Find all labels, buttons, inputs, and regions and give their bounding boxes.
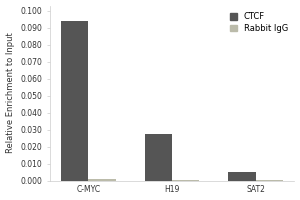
- Bar: [61, 21, 88, 181]
- Y-axis label: Relative Enrichment to Input: Relative Enrichment to Input: [6, 33, 15, 153]
- Bar: [228, 172, 256, 181]
- Bar: [172, 180, 200, 181]
- Legend: CTCF, Rabbit IgG: CTCF, Rabbit IgG: [228, 10, 290, 35]
- Bar: [88, 179, 116, 181]
- Bar: [256, 180, 283, 181]
- Bar: [145, 134, 172, 181]
